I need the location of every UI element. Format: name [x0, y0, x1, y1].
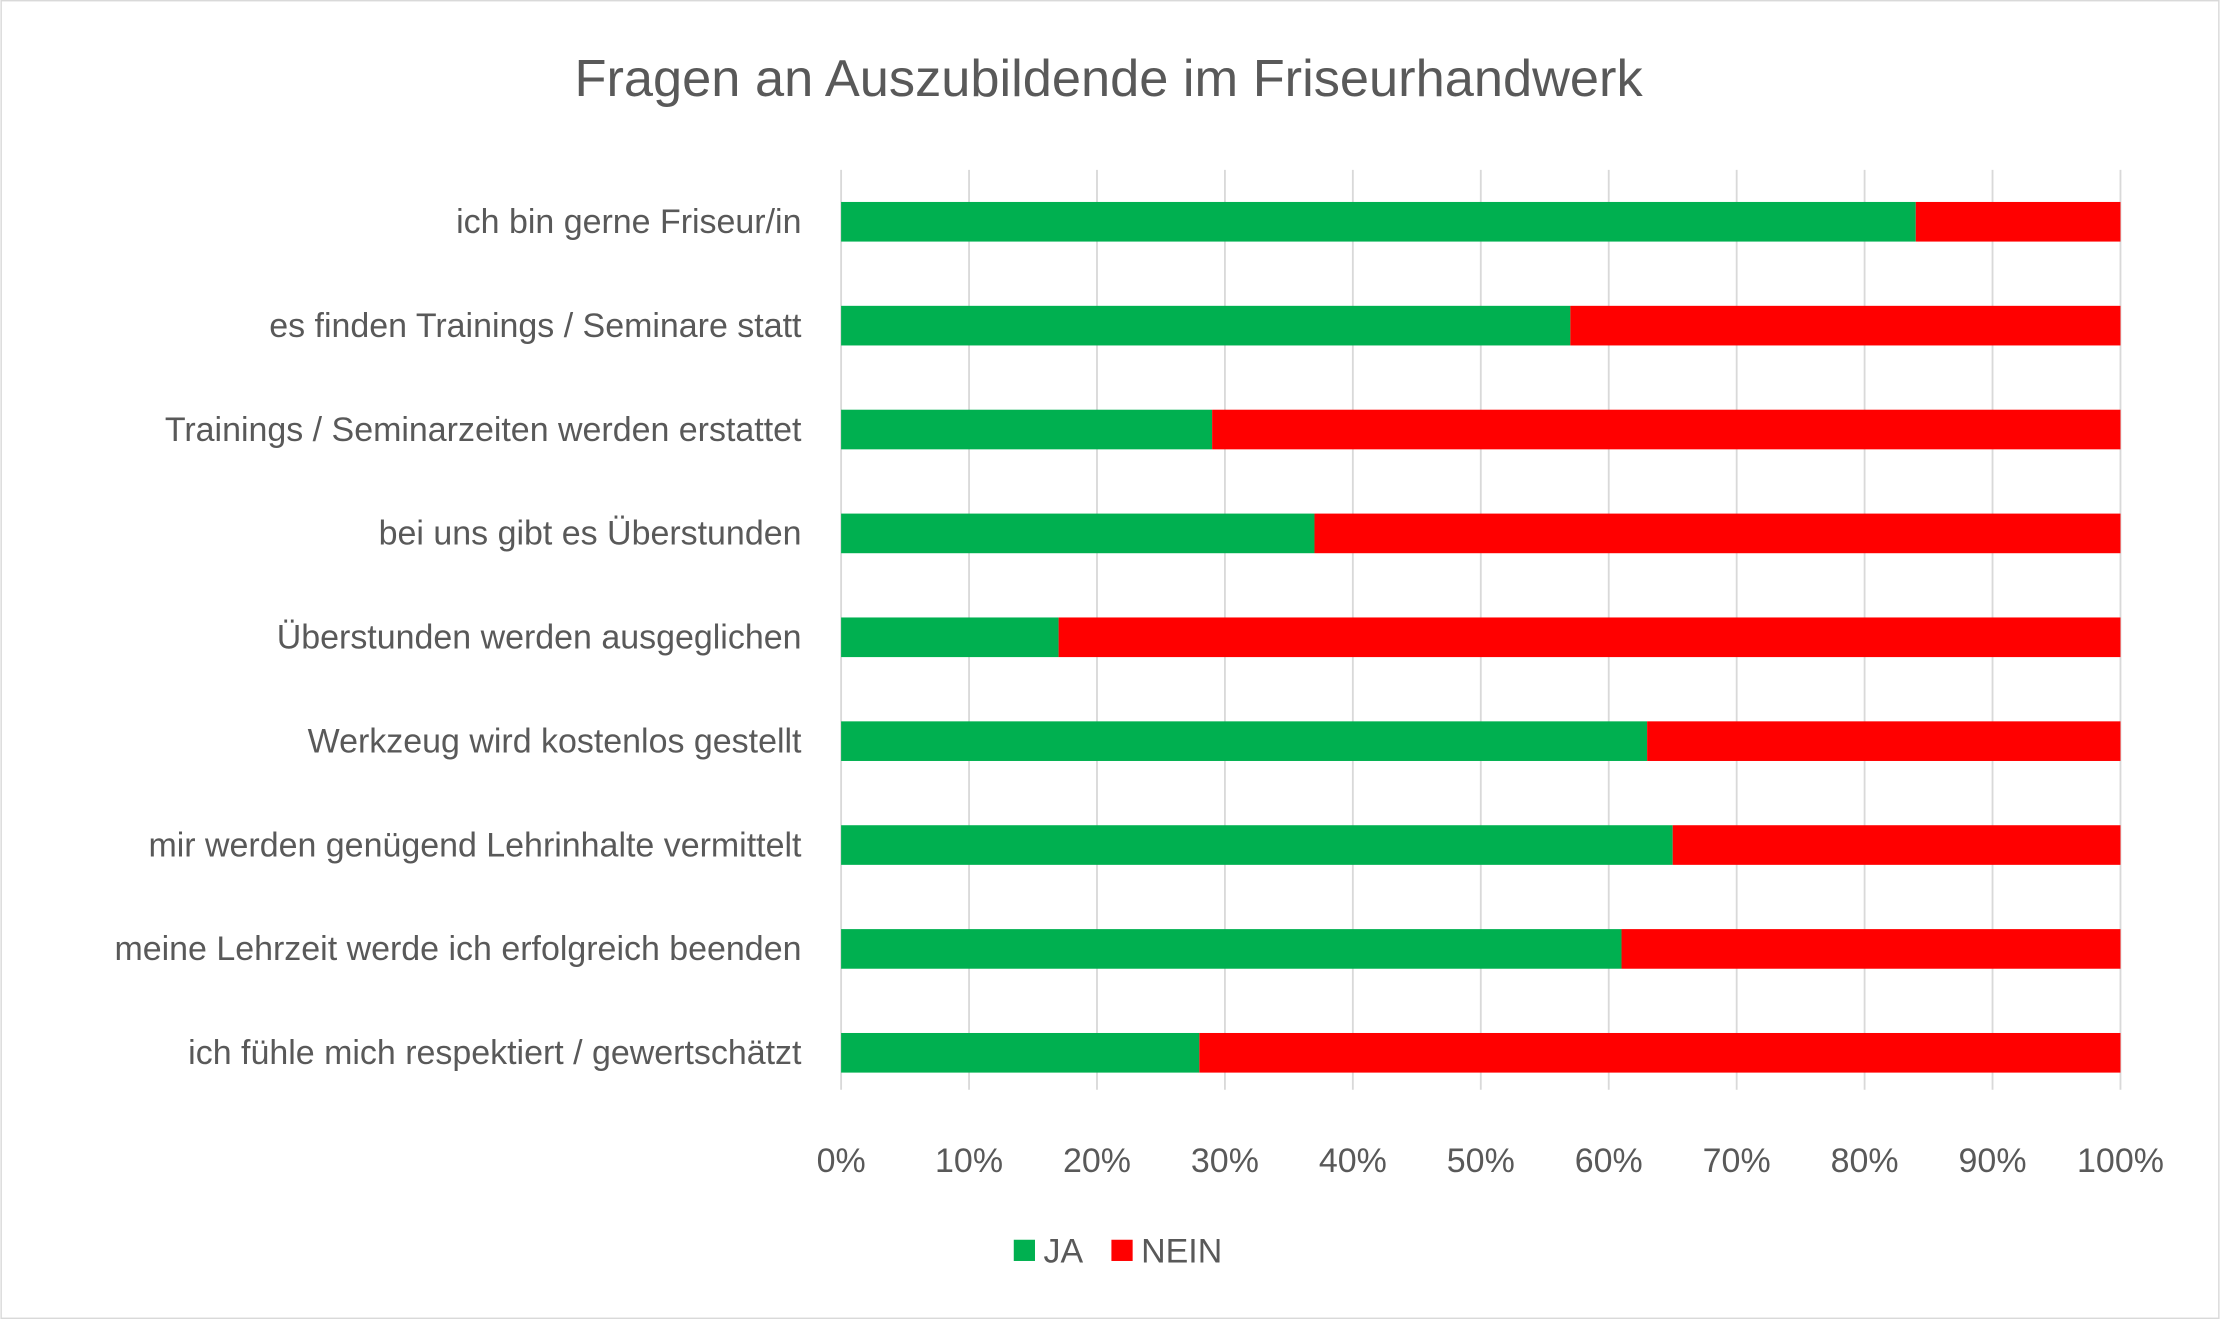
- x-tick-label: 10%: [935, 1142, 1003, 1180]
- bar-ja: [841, 305, 1571, 346]
- x-tick-label: 70%: [1703, 1142, 1771, 1180]
- bar-ja: [841, 825, 1673, 865]
- legend-swatch-ja: [1013, 1239, 1035, 1261]
- x-tick-label: 90%: [1959, 1142, 2027, 1180]
- bar-nein: [1314, 513, 2121, 554]
- bar-nein: [1621, 929, 2121, 969]
- x-tick-label: 0%: [817, 1142, 866, 1180]
- category-labels: ich bin gerne Friseur/in es finden Traini…: [114, 203, 802, 1072]
- chart-title: Fragen an Auszubildende im Friseurhandwe…: [575, 50, 1644, 108]
- category-label: Trainings / Seminarzeiten werden erstatt…: [165, 411, 802, 449]
- category-label: bei uns gibt es Überstunden: [379, 515, 802, 553]
- legend: JA NEIN: [1013, 1232, 1222, 1270]
- x-tick-label: 80%: [1831, 1142, 1899, 1180]
- x-tick-label: 40%: [1319, 1142, 1387, 1180]
- x-tick-label: 20%: [1063, 1142, 1131, 1180]
- bar-ja: [841, 513, 1315, 554]
- bar-nein: [1647, 721, 2121, 761]
- legend-label-ja: JA: [1043, 1232, 1083, 1270]
- x-tick-label: 50%: [1447, 1142, 1515, 1180]
- x-tick-label: 30%: [1191, 1142, 1259, 1180]
- bar-ja: [841, 201, 1916, 242]
- category-label: ich fühle mich respektiert / gewertschät…: [188, 1034, 802, 1072]
- legend-swatch-nein: [1111, 1239, 1133, 1261]
- bar-ja: [841, 409, 1213, 450]
- bar-nein: [1058, 617, 2121, 658]
- x-tick-label: 60%: [1575, 1142, 1643, 1180]
- bar-ja: [841, 929, 1622, 969]
- bar-nein: [1570, 305, 2121, 346]
- category-label: mir werden genügend Lehrinhalte vermitte…: [148, 826, 802, 864]
- bar-nein: [1212, 409, 2121, 450]
- bar-nein: [1199, 1032, 2121, 1073]
- bar-ja: [841, 1032, 1200, 1073]
- legend-label-nein: NEIN: [1141, 1232, 1222, 1270]
- bar-nein: [1915, 201, 2121, 242]
- category-label: Überstunden werden ausgeglichen: [277, 619, 802, 657]
- category-label: Werkzeug wird kostenlos gestellt: [308, 722, 802, 760]
- bar-ja: [841, 617, 1059, 658]
- x-tick-labels: 0% 10% 20% 30% 40% 50% 60% 70% 80% 90% 100%: [817, 1142, 2164, 1180]
- bar-ja: [841, 721, 1648, 761]
- x-tick-label: 100%: [2077, 1142, 2164, 1180]
- category-label: es finden Trainings / Seminare statt: [269, 307, 802, 345]
- category-label: meine Lehrzeit werde ich erfolgreich bee…: [114, 930, 801, 968]
- bar-nein: [1672, 825, 2121, 865]
- bars: [841, 201, 2121, 1073]
- category-label: ich bin gerne Friseur/in: [456, 203, 801, 241]
